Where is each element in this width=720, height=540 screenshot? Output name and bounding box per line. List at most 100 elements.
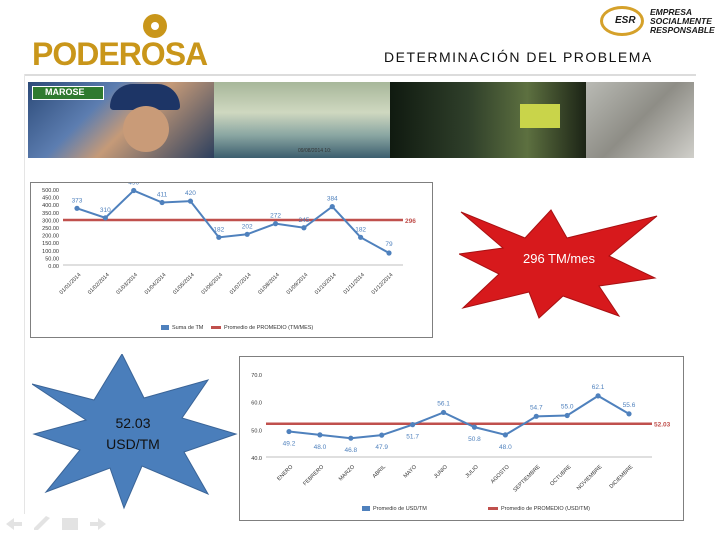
usd-x-tick-label: NOVIEMBRE <box>576 464 604 492</box>
usd-x-tick-label: JULIO <box>465 464 481 480</box>
tm-data-point <box>272 221 279 227</box>
tm-data-point <box>301 225 307 231</box>
usd-data-label: 56.1 <box>437 400 450 407</box>
tm-data-point <box>358 234 364 240</box>
usd-data-label: 55.6 <box>623 402 636 409</box>
tm-data-label: 411 <box>157 192 168 199</box>
tm-data-point <box>102 215 108 221</box>
tm-x-tick-label: 01/07/2014 <box>229 272 253 296</box>
usd-data-point <box>595 393 601 399</box>
usd-data-point <box>471 424 478 430</box>
tm-x-tick-label: 01/09/2014 <box>286 272 310 296</box>
tm-series-line <box>76 189 390 254</box>
usd-chart-svg: 70.0 60.0 50.0 40.0 52.03 49.2 48.0 46.8 47.9 51.… <box>251 373 671 512</box>
photo-miner-portrait: MAROSE <box>28 82 214 158</box>
tm-data-label: 245 <box>298 217 309 224</box>
usd-data-point <box>440 409 447 416</box>
tm-legend-swatch-series <box>161 325 169 330</box>
usd-data-point <box>379 432 385 438</box>
tm-y-tick-label: 150.00 <box>42 241 59 247</box>
usd-data-label: 46.8 <box>344 447 357 454</box>
usd-x-tick-label: AGOSTO <box>490 464 511 485</box>
tm-y-tick-label: 300.00 <box>42 218 59 224</box>
usd-x-tick-label: JUNIO <box>433 464 449 480</box>
usd-average-label: 52.03 <box>654 422 671 429</box>
tm-data-label: 202 <box>242 223 253 230</box>
photo-meeting: 09/08/2014 10: <box>214 82 390 158</box>
tm-chart: 500.00 450.00 400.00 350.00 300.00 250.00 200.… <box>30 180 433 338</box>
tm-data-label: 182 <box>213 226 224 233</box>
tm-x-tick-label: 01/01/2014 <box>59 272 83 296</box>
tm-x-tick-label: 01/02/2014 <box>87 272 111 296</box>
usd-data-label: 51.7 <box>406 434 419 441</box>
tm-data-label: 182 <box>355 226 366 233</box>
tm-x-tick-label: 01/11/2014 <box>343 272 366 295</box>
esr-line-1: EMPRESA <box>650 7 693 17</box>
tm-data-label: 272 <box>270 213 281 220</box>
slide-nav[interactable] <box>4 514 114 534</box>
usd-data-label: 62.1 <box>592 384 605 391</box>
left-rule <box>24 74 25 514</box>
usd-legend-swatch-average <box>488 507 498 510</box>
tm-x-tick-label: 01/04/2014 <box>144 272 168 296</box>
tm-data-point <box>159 199 165 206</box>
usd-x-tick-label: OCTUBRE <box>549 464 572 487</box>
tm-burst-shape <box>459 209 658 319</box>
tm-x-tick-label: 01/06/2014 <box>201 272 225 296</box>
next-slide-icon[interactable] <box>90 518 106 530</box>
tm-y-tick-label: 400.00 <box>42 203 59 209</box>
usd-legend-swatch-series <box>362 506 370 511</box>
usd-legend-average: Promedio de PROMEDIO (USD/TM) <box>501 506 590 512</box>
photo-rock <box>586 82 694 158</box>
tm-data-point <box>187 198 194 204</box>
usd-x-tick-label: DICIEMBRE <box>609 464 635 490</box>
usd-data-label: 49.2 <box>283 441 296 448</box>
helmet-icon <box>110 84 180 110</box>
usd-series-line <box>288 394 630 440</box>
tm-data-point <box>386 250 392 256</box>
photo-strip: MAROSE 09/08/2014 10: <box>28 82 694 158</box>
photo-tunnel <box>390 82 586 158</box>
usd-x-tick-label: FEBRERO <box>302 464 326 488</box>
tm-callout-text: 296 TM/mes <box>523 251 596 266</box>
tm-data-point <box>216 234 222 240</box>
marose-badge-label: MAROSE <box>45 87 85 97</box>
tm-data-point <box>74 205 80 211</box>
previous-slide-icon[interactable] <box>6 518 22 530</box>
usd-y-tick-label: 50.0 <box>251 428 262 434</box>
esr-line-2: SOCIALMENTE <box>650 16 712 26</box>
esr-ring-icon <box>600 6 644 36</box>
tm-y-tick-label: 250.00 <box>42 226 59 232</box>
usd-data-label: 48.0 <box>499 444 512 451</box>
usd-callout-burst: 52.03 USD/TM <box>32 354 238 510</box>
usd-data-point <box>317 432 323 438</box>
usd-y-tick-label: 40.0 <box>251 456 262 462</box>
marose-badge: MAROSE <box>32 86 104 100</box>
tm-x-tick-label: 01/12/2014 <box>371 272 395 296</box>
sign-icon <box>520 104 560 128</box>
usd-chart: 70.0 60.0 50.0 40.0 52.03 49.2 48.0 46.8 47.9 51.… <box>239 356 684 521</box>
esr-words: EMPRESA SOCIALMENTE RESPONSABLE <box>650 8 715 35</box>
tm-x-tick-label: 01/03/2014 <box>115 272 139 296</box>
pen-icon[interactable] <box>34 516 50 530</box>
page-title: DETERMINACIÓN DEL PROBLEMA <box>384 49 653 65</box>
esr-line-3: RESPONSABLE <box>650 25 715 35</box>
face-icon <box>123 106 169 152</box>
usd-y-tick-label: 60.0 <box>251 401 262 407</box>
tm-legend-average: Promedio de PROMEDIO (TM/MES) <box>224 325 313 331</box>
usd-x-tick-label: ENERO <box>276 464 295 483</box>
esr-mark: ESR <box>615 15 636 26</box>
usd-data-label: 48.0 <box>314 444 327 451</box>
usd-x-tick-label: MAYO <box>403 464 419 480</box>
menu-icon[interactable] <box>62 518 78 530</box>
tm-y-tick-label: 0.00 <box>48 264 59 270</box>
tm-x-tick-label: 01/10/2014 <box>314 272 338 296</box>
tm-y-tick-label: 500.00 <box>42 188 59 194</box>
usd-burst-shape <box>32 354 238 510</box>
photo-caption: 09/08/2014 10: <box>298 148 332 154</box>
usd-data-label: 54.7 <box>530 404 543 411</box>
usd-data-point <box>564 412 570 419</box>
tm-y-tick-label: 450.00 <box>42 196 59 202</box>
usd-legend-series: Promedio de USD/TM <box>373 506 427 512</box>
